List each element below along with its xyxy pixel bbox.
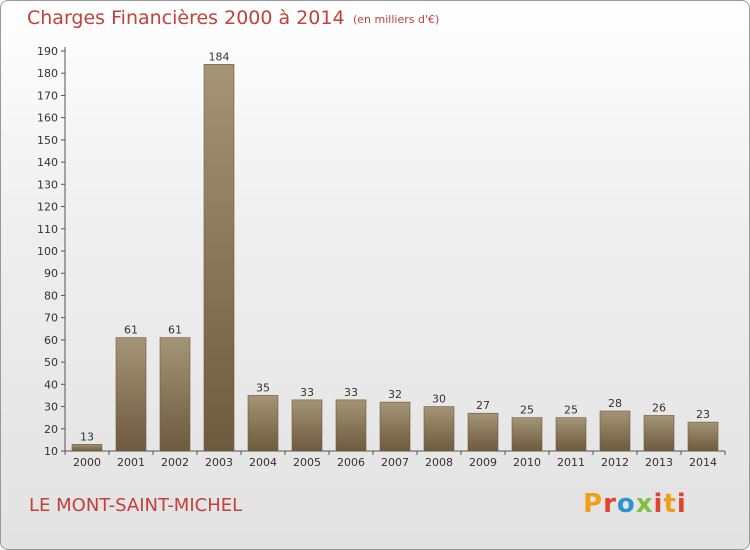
bar-2008 — [423, 406, 455, 452]
data-label-2004: 35 — [256, 381, 270, 394]
y-tick-label: 150 — [37, 134, 58, 147]
data-label-2011: 25 — [564, 404, 578, 417]
bar-2000 — [71, 444, 103, 452]
bar-2004 — [247, 395, 279, 452]
y-tick-label: 170 — [37, 89, 58, 102]
data-label-2006: 33 — [344, 386, 358, 399]
x-tick-label: 2001 — [117, 456, 145, 469]
bar-2010 — [511, 417, 543, 452]
logo-letter: o — [616, 489, 636, 519]
bar-2003 — [203, 64, 235, 452]
bar-2012 — [599, 410, 631, 452]
proxiti-logo: Proxiti — [583, 489, 687, 519]
y-tick-label: 30 — [44, 401, 58, 414]
x-tick-label: 2014 — [689, 456, 717, 469]
x-tick-label: 2012 — [601, 456, 629, 469]
y-tick-label: 90 — [44, 267, 58, 280]
bar-2013 — [643, 415, 675, 452]
data-label-2002: 61 — [168, 324, 182, 337]
data-label-2014: 23 — [696, 408, 710, 421]
y-tick-label: 40 — [44, 378, 58, 391]
logo-letter: i — [676, 489, 687, 519]
y-tick-label: 160 — [37, 112, 58, 125]
x-tick-label: 2013 — [645, 456, 673, 469]
y-tick-label: 20 — [44, 423, 58, 436]
x-tick-label: 2005 — [293, 456, 321, 469]
x-tick-label: 2004 — [249, 456, 277, 469]
y-tick-label: 180 — [37, 67, 58, 80]
logo-letter: P — [583, 489, 604, 519]
data-label-2003: 184 — [209, 50, 230, 63]
x-tick-label: 2011 — [557, 456, 585, 469]
chart-title: Charges Financières 2000 à 2014 — [27, 7, 345, 29]
y-tick-label: 140 — [37, 156, 58, 169]
y-tick-label: 190 — [37, 45, 58, 58]
y-tick-label: 80 — [44, 289, 58, 302]
bar-2006 — [335, 399, 367, 452]
bar-2001 — [115, 337, 147, 452]
logo-letter: r — [603, 489, 617, 519]
data-label-2009: 27 — [476, 399, 490, 412]
y-tick-label: 70 — [44, 312, 58, 325]
y-tick-label: 120 — [37, 201, 58, 214]
x-tick-label: 2002 — [161, 456, 189, 469]
data-label-2007: 32 — [388, 388, 402, 401]
y-tick-label: 10 — [44, 445, 58, 458]
logo-letter: x — [635, 489, 654, 519]
location-name: LE MONT-SAINT-MICHEL — [29, 495, 243, 516]
data-label-2001: 61 — [124, 324, 138, 337]
x-tick-label: 2006 — [337, 456, 365, 469]
data-label-2012: 28 — [608, 397, 622, 410]
logo-letter: t — [663, 489, 677, 519]
data-label-2010: 25 — [520, 404, 534, 417]
data-label-2008: 30 — [432, 393, 446, 406]
data-label-2000: 13 — [80, 430, 94, 443]
logo-letter: i — [653, 489, 664, 519]
bar-2007 — [379, 401, 411, 452]
chart-subtitle: (en milliers d'€) — [353, 13, 440, 26]
y-tick-label: 130 — [37, 178, 58, 191]
data-label-2005: 33 — [300, 386, 314, 399]
x-tick-label: 2009 — [469, 456, 497, 469]
bar-2014 — [687, 421, 719, 452]
x-tick-label: 2003 — [205, 456, 233, 469]
x-tick-label: 2007 — [381, 456, 409, 469]
y-tick-label: 50 — [44, 356, 58, 369]
bar-2011 — [555, 417, 587, 452]
y-tick-label: 110 — [37, 223, 58, 236]
bar-2002 — [159, 337, 191, 452]
y-tick-label: 60 — [44, 334, 58, 347]
data-label-2013: 26 — [652, 401, 666, 414]
bar-2005 — [291, 399, 323, 452]
x-tick-label: 2008 — [425, 456, 453, 469]
x-tick-label: 2010 — [513, 456, 541, 469]
bar-2009 — [467, 412, 499, 452]
y-tick-label: 100 — [37, 245, 58, 258]
x-tick-label: 2000 — [73, 456, 101, 469]
